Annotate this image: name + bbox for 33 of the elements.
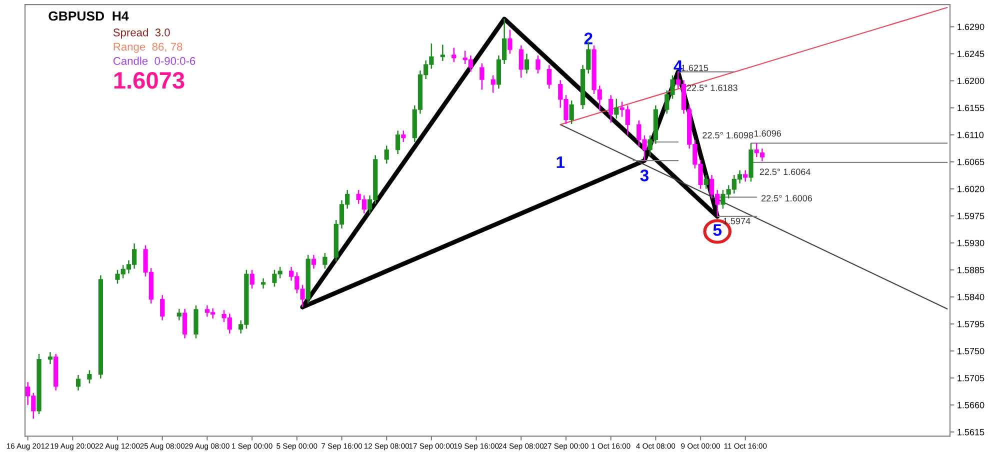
annotation: 1.6073 bbox=[114, 72, 184, 89]
annotation: 4 bbox=[674, 60, 683, 72]
y-tick-label: 1.5750 bbox=[958, 348, 984, 354]
annotation: 2 bbox=[584, 32, 592, 44]
y-tick-label: 1.6200 bbox=[958, 78, 984, 84]
y-tick-label: 1.6290 bbox=[958, 24, 984, 30]
y-tick-label: 1.5660 bbox=[958, 402, 984, 408]
annotation: 22.5° 1.6064 bbox=[760, 168, 810, 176]
annotation: Range 86, 78 bbox=[114, 42, 182, 53]
annotation: 1.6096 bbox=[754, 130, 782, 137]
y-tick-label: 1.5615 bbox=[958, 428, 984, 436]
y-tick-label: 1.5930 bbox=[958, 240, 984, 246]
y-tick-label: 1.5885 bbox=[958, 266, 984, 274]
annotation: 5 bbox=[713, 224, 722, 236]
annotation: 1.5974 bbox=[724, 218, 750, 224]
y-tick-label: 1.6155 bbox=[958, 104, 984, 112]
y-tick-label: 1.6245 bbox=[958, 50, 984, 58]
y-tick-label: 1.5795 bbox=[958, 320, 984, 328]
annotation: 22.5° 1.6006 bbox=[762, 195, 812, 202]
annotation: 22.5° 1.6183 bbox=[686, 84, 738, 91]
y-tick-label: 1.5840 bbox=[958, 294, 984, 300]
y-tick-label: 1.6110 bbox=[958, 132, 984, 138]
annotation: 3 bbox=[640, 169, 648, 182]
annotation: Candle 0-90:0-6 bbox=[113, 56, 196, 65]
annotation: Spread 3.0 bbox=[113, 28, 170, 39]
y-tick-label: 1.6065 bbox=[958, 158, 984, 166]
y-tick-label: 1.5705 bbox=[958, 374, 984, 382]
annotation: 1 bbox=[556, 156, 565, 168]
annotation: 22.5° 1.6098 bbox=[702, 132, 754, 138]
y-tick-label: 1.6020 bbox=[958, 186, 984, 192]
chart-title: GBPUSD H4 bbox=[48, 11, 129, 21]
annotation: 1.6215 bbox=[682, 64, 708, 72]
y-tick-label: 1.5975 bbox=[958, 212, 984, 220]
